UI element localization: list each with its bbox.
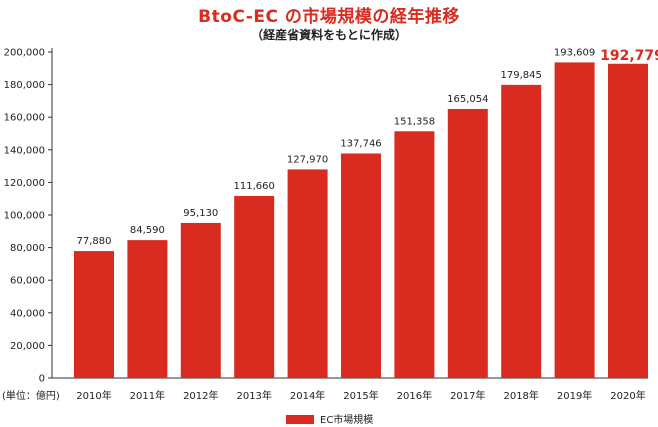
- x-tick-label: 2020年: [610, 389, 645, 402]
- y-tick-label: 180,000: [4, 80, 45, 91]
- data-label: 111,660: [234, 181, 275, 192]
- x-tick-label: 2018年: [503, 389, 538, 402]
- x-tick-label: 2014年: [290, 389, 325, 402]
- legend-label: EC市場規模: [320, 413, 373, 426]
- x-tick-label: 2015年: [343, 389, 378, 402]
- y-tick-label: 100,000: [4, 211, 45, 222]
- x-tick-label: 2010年: [76, 389, 111, 402]
- bar: [74, 251, 114, 378]
- bar: [341, 153, 381, 378]
- bar: [501, 84, 542, 378]
- bar: [127, 240, 168, 378]
- y-tick-label: 40,000: [10, 308, 45, 319]
- data-label: 193,609: [554, 47, 595, 58]
- y-axis-unit-label: (単位：億円): [2, 389, 60, 402]
- y-tick-label: 80,000: [10, 243, 45, 254]
- y-tick-label: 20,000: [10, 341, 45, 352]
- bar: [554, 62, 595, 379]
- data-label: 179,845: [501, 70, 542, 81]
- chart-title: BtoC-EC の市場規模の経年推移: [198, 7, 460, 27]
- x-tick-label: 2011年: [130, 389, 165, 402]
- data-label: 151,358: [394, 116, 435, 127]
- data-label: 165,054: [447, 94, 488, 105]
- bar: [180, 222, 221, 378]
- x-tick-label: 2016年: [397, 389, 432, 402]
- data-label: 95,130: [183, 208, 218, 219]
- data-label: 127,970: [287, 154, 328, 165]
- x-tick-label: 2017年: [450, 389, 485, 402]
- y-tick-label: 60,000: [10, 276, 45, 287]
- x-tick-label: 2012年: [183, 389, 218, 402]
- bar: [394, 131, 435, 378]
- y-tick-label: 120,000: [4, 178, 45, 189]
- legend-swatch: [286, 415, 314, 424]
- y-tick-label: 140,000: [4, 145, 45, 156]
- bar: [287, 169, 328, 378]
- y-tick-label: 0: [39, 374, 45, 385]
- data-label: 192,779: [600, 48, 658, 64]
- data-label: 77,880: [77, 236, 112, 247]
- bar: [234, 195, 275, 378]
- data-label: 137,746: [340, 138, 381, 149]
- chart-subtitle: （経産省資料をもとに作成）: [251, 28, 407, 42]
- data-label: 84,590: [130, 225, 165, 236]
- bar: [608, 63, 648, 378]
- bar: [447, 108, 488, 379]
- x-tick-label: 2019年: [557, 389, 592, 402]
- y-tick-label: 200,000: [4, 48, 45, 59]
- x-tick-label: 2013年: [236, 389, 271, 402]
- y-tick-label: 160,000: [4, 113, 45, 124]
